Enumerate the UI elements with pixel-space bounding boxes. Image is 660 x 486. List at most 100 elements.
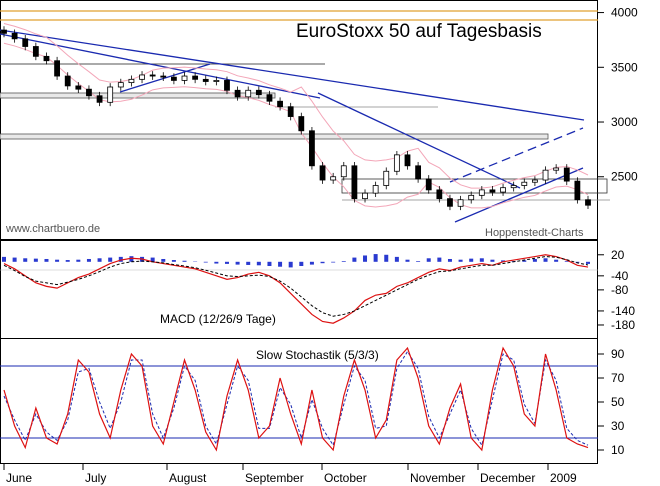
macd-hist-bar [490,259,495,262]
macd-hist-bar [161,258,166,262]
candle-body [298,116,305,132]
month-axis: June July August September October November De… [3,464,577,485]
macd-hist-bar [501,260,506,262]
candle-body [383,170,390,186]
candle-body [64,75,71,87]
macd-hist-bar [373,254,378,262]
macd-hist-bar [479,258,484,262]
candle-body [468,194,475,201]
macd-hist-bar [97,258,102,262]
month-tick-label: 2009 [550,471,577,485]
stochastic-panel-frame [0,338,598,464]
macd-hist-bar [543,258,548,262]
candle-body [277,100,283,108]
macd-hist-bar [405,259,410,262]
candle-body [202,78,209,82]
candle-body [266,94,273,102]
candle-body [532,179,538,183]
bollinger-upper [3,23,589,189]
month-tick-label: November [410,471,465,485]
candle-body [160,75,167,78]
macd-hist-bar [44,258,49,262]
candle-body [393,154,400,172]
stochastic-k-line [3,346,589,452]
macd-hist-bar [564,261,569,262]
signal-line [3,256,589,317]
macd-hist-bar [256,261,261,266]
macd-hist-bar [532,258,537,262]
macd-hist-bar [55,259,60,262]
candle-body [585,199,591,206]
macd-hist-bar [331,261,336,263]
candle-body [86,88,92,97]
source-right: Hoppenstedt-Charts [485,227,584,239]
candle-body [415,165,422,180]
price-tick-label: 2500 [611,170,638,184]
macd-hist-bar [246,261,251,265]
macd-hist-bar [108,257,113,262]
chart-title: EuroStoxx 50 auf Tagesbasis [296,21,542,42]
candle-body [362,192,368,200]
month-tick-label: July [85,471,106,485]
bollinger-bands [3,23,589,209]
candle-body [425,178,432,191]
candle-body [574,180,581,201]
macd-hist-bar [299,261,304,267]
stochastic-d-line [3,350,589,447]
macd-hist-bar [469,258,474,262]
candle-body [500,187,506,193]
month-tick-label: September [245,471,304,485]
support-zone-2300 [341,178,608,194]
macd-hist-bar [76,259,81,262]
month-tick-label: October [324,471,367,485]
stochastic-axis: 90 70 50 30 10 [598,347,625,457]
macd-hist-bar [363,255,368,262]
macd-hist-bar [575,261,580,263]
candle-body [510,185,517,189]
macd-tick-label: -140 [611,304,635,318]
price-tick-label: 3500 [611,60,638,74]
macd-hist-bar [65,260,70,262]
macd-hist-bar [320,261,325,264]
macd-tick-label: -180 [611,318,635,332]
macd-tick-label: 20 [611,248,625,262]
candle-body [319,165,326,181]
macd-hist-bar [129,256,134,262]
macd-histogram [2,254,590,268]
macd-hist-bar [33,258,38,262]
macd-hist-bar [150,257,155,262]
macd-panel-frame [0,240,598,339]
macd-hist-bar [2,256,6,262]
candle-body [128,78,135,84]
price-tick-label: 3000 [611,115,638,129]
stochastic-tick-label: 10 [611,443,625,457]
long-term-downtrend-line [0,29,585,121]
macd-hist-bar [214,261,219,264]
macd-hist-bar [235,261,240,265]
macd-hist-bar [458,259,463,262]
candle-body [107,86,114,103]
support-zone-2750 [0,133,549,140]
stochastic-tick-label: 30 [611,419,625,433]
macd-hist-bar [554,259,559,262]
macd-hist-bar [437,257,442,262]
macd-hist-bar [86,258,91,262]
candle-body [340,165,347,178]
macd-tick-label: -80 [611,283,629,297]
candle-body [22,38,29,47]
macd-axis: 20 -40-80 -140-180 [598,248,635,332]
macd-hist-bar [23,258,28,262]
macd-hist-bar [118,256,123,262]
candle-body [245,89,252,98]
macd-hist-bar [12,257,17,262]
candle-body [287,106,294,117]
source-left: www.chartbuero.de [5,223,100,235]
candle-body [457,199,464,207]
candle-body [563,167,570,182]
candle-body [11,32,18,40]
macd-hist-bar [416,261,421,262]
candle-body [489,189,496,193]
macd-hist-bar [426,258,431,262]
macd-title: MACD (12/26/9 Tage) [160,312,276,326]
macd-hist-bar [224,261,229,264]
